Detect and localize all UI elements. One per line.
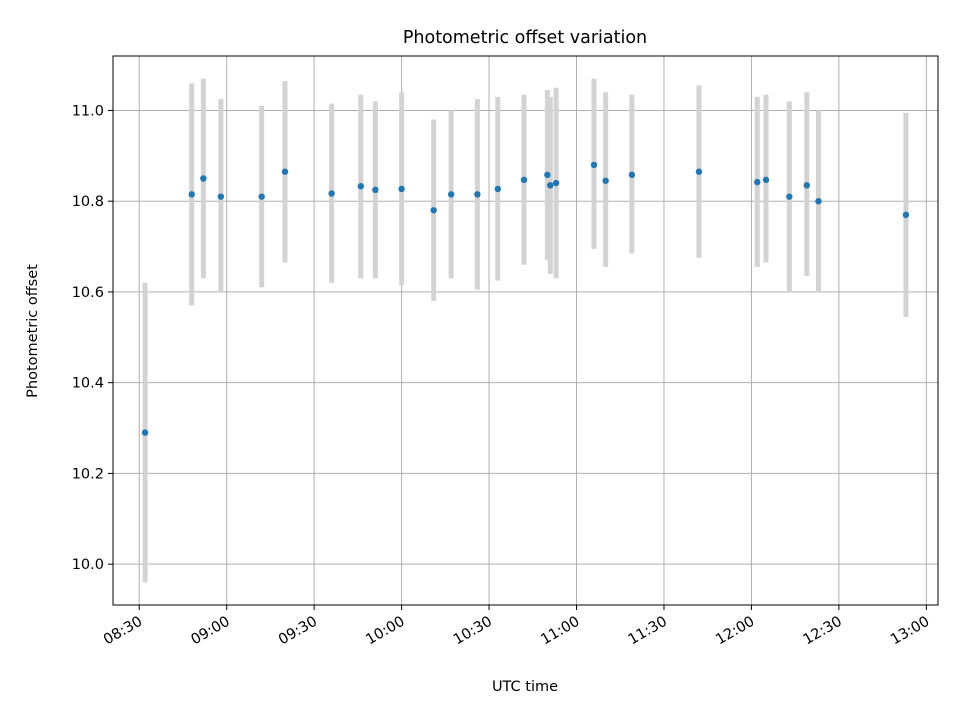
data-point (217, 193, 225, 200)
data-point (695, 168, 703, 175)
plot-frame (112, 55, 939, 606)
data-points (141, 161, 910, 436)
data-point (328, 190, 335, 197)
y-tick-label: 11.0 (72, 103, 104, 119)
data-point (754, 178, 761, 186)
data-point (552, 179, 560, 187)
data-point (544, 171, 551, 179)
y-axis-ticks: 10.0 10.2 10.4 10.6 10.8 11.0 (72, 103, 113, 573)
y-axis-label: Photometric offset (25, 264, 41, 398)
data-point (141, 429, 149, 436)
data-point (258, 193, 265, 200)
data-point (281, 168, 289, 175)
y-tick-label: 10.8 (72, 194, 104, 210)
y-tick-label: 10.4 (72, 376, 104, 392)
data-point (200, 175, 207, 182)
data-point (628, 171, 636, 179)
data-point (803, 182, 811, 189)
data-point (372, 186, 379, 194)
data-point (398, 185, 405, 193)
data-point (547, 182, 554, 189)
data-point (786, 193, 793, 200)
y-tick-label: 10.0 (72, 557, 104, 573)
data-point (815, 197, 822, 205)
data-point (494, 185, 502, 193)
y-tick-label: 10.2 (72, 466, 104, 482)
data-point (590, 161, 598, 169)
data-point (902, 211, 910, 219)
data-point (447, 191, 455, 198)
y-tick-label: 10.6 (72, 285, 104, 301)
data-point (188, 191, 195, 198)
data-point (430, 207, 437, 214)
chart-title: Photometric offset variation (403, 28, 647, 48)
data-point (520, 176, 528, 184)
data-point (474, 191, 481, 198)
data-point (357, 183, 364, 190)
data-point (602, 177, 609, 184)
data-point (762, 176, 770, 184)
x-axis-label: UTC time (492, 679, 558, 695)
